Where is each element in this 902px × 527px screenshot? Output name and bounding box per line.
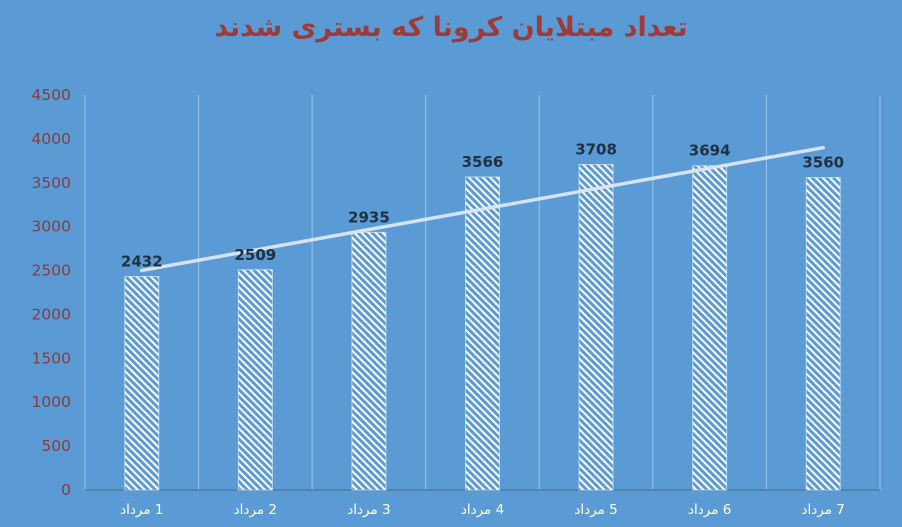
bar xyxy=(578,164,614,491)
bar xyxy=(805,177,841,491)
bar xyxy=(237,269,273,491)
x-axis-label: 1 مرداد xyxy=(120,502,163,518)
y-axis-label: 4000 xyxy=(32,130,71,148)
y-axis-label: 2500 xyxy=(32,262,71,280)
y-axis-label: 3000 xyxy=(32,218,71,236)
trendline xyxy=(140,145,825,273)
bar-value-label: 3708 xyxy=(575,141,617,159)
chart-title: تعداد مبتلایان کرونا که بستری شدند xyxy=(214,12,688,43)
y-axis-label: 4500 xyxy=(32,86,71,104)
x-axis-label: 6 مرداد xyxy=(688,502,731,518)
x-axis-label: 3 مرداد xyxy=(347,502,390,518)
bar xyxy=(351,231,387,491)
bar-value-label: 3560 xyxy=(802,154,844,172)
x-axis-label: 5 مرداد xyxy=(574,502,617,518)
bar-value-label: 2509 xyxy=(234,246,276,264)
bar-value-label: 2935 xyxy=(348,208,390,226)
x-axis-label: 7 مرداد xyxy=(802,502,845,518)
y-axis-label: 3500 xyxy=(32,174,71,192)
bar xyxy=(124,276,160,491)
bar xyxy=(465,176,500,491)
bar-value-label: 3694 xyxy=(689,142,731,160)
bar-value-label: 2432 xyxy=(121,253,163,271)
bar xyxy=(692,165,728,491)
bar-value-label: 3566 xyxy=(462,153,504,171)
y-axis-label: 500 xyxy=(41,437,71,455)
y-axis-label: 1500 xyxy=(32,349,71,367)
y-axis-label: 1000 xyxy=(32,393,71,411)
y-axis-label: 0 xyxy=(61,481,71,499)
x-axis-label: 4 مرداد xyxy=(461,502,504,518)
x-axis-label: 2 مرداد xyxy=(234,502,277,518)
y-axis-label: 2000 xyxy=(32,305,71,323)
